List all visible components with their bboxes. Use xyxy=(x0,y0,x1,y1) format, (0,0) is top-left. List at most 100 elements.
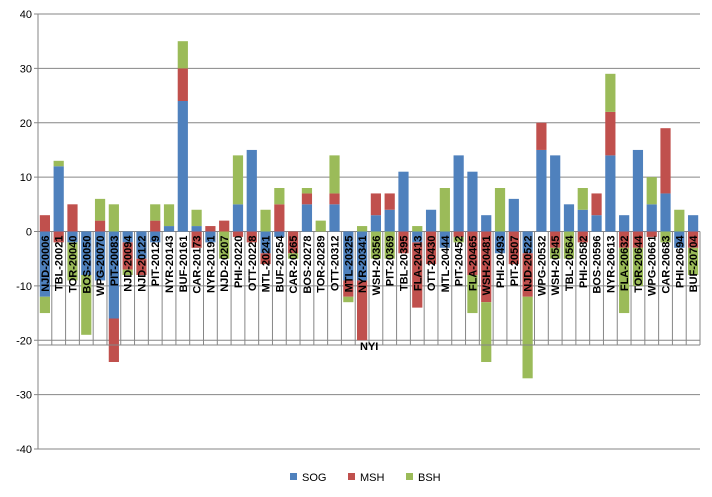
bar-bsh xyxy=(439,188,450,232)
bar-bsh xyxy=(467,275,478,314)
bar-bsh xyxy=(550,247,561,259)
legend-label-msh: MSH xyxy=(360,472,385,484)
bar-msh xyxy=(481,231,492,303)
bar-sog xyxy=(370,215,381,232)
category-label: TOR-20289 xyxy=(316,236,328,293)
bar-msh xyxy=(53,231,64,243)
legend-swatch-msh xyxy=(348,473,355,480)
bar-msh xyxy=(177,68,188,101)
bar-msh xyxy=(605,111,616,156)
category-label: NYR-20143 xyxy=(164,236,176,293)
bar-bsh xyxy=(163,204,175,227)
bar-bsh xyxy=(53,160,64,167)
category-label: FLA-20465 xyxy=(467,236,479,292)
bar-bsh xyxy=(660,231,671,243)
legend-label-sog: SOG xyxy=(302,472,326,484)
bar-msh xyxy=(288,231,299,254)
category-label: TBL-20021 xyxy=(54,236,66,292)
bar-msh xyxy=(94,220,106,232)
category-label: NYR-20613 xyxy=(605,236,617,293)
category-label: PIT-20452 xyxy=(454,236,466,287)
legend: SOG MSH BSH xyxy=(290,472,441,484)
bar-msh xyxy=(577,231,588,243)
y-tick-label: 40 xyxy=(20,9,32,21)
category-label: PIT-20507 xyxy=(509,236,521,287)
category-label: OTT-20312 xyxy=(330,236,342,292)
y-tick-label: 0 xyxy=(26,227,32,239)
bar-sog xyxy=(246,149,257,232)
category-label: PHI-20582 xyxy=(578,236,590,289)
bar-sog xyxy=(357,231,368,281)
category-label: FLA-20413 xyxy=(412,236,424,292)
legend-label-bsh: BSH xyxy=(418,472,441,484)
category-labels: NJD-20006 TBL-20021 TOR-20040 BOS-20050 WPG-… xyxy=(40,235,700,296)
bar-sog xyxy=(439,231,450,248)
bar-msh xyxy=(660,128,671,194)
bar-msh xyxy=(632,231,644,248)
bar-msh xyxy=(301,193,313,205)
category-label: BOS-20278 xyxy=(302,236,314,294)
category-label: WPG-20532 xyxy=(536,236,548,297)
y-tick-label: -40 xyxy=(16,444,32,456)
bar-bsh xyxy=(605,73,616,112)
category-label: BUF-20161 xyxy=(178,236,190,293)
bar-sog xyxy=(260,231,271,254)
bar-bsh xyxy=(329,155,340,194)
bar-sog xyxy=(384,209,395,232)
bar-msh xyxy=(550,231,561,248)
bar-sog xyxy=(94,231,106,281)
bar-bsh xyxy=(522,296,533,379)
bar-sog xyxy=(398,171,409,232)
y-tick-label: 10 xyxy=(20,172,32,184)
bar-sog xyxy=(191,226,202,232)
legend-swatch-sog xyxy=(290,473,297,480)
bar-sog xyxy=(412,231,423,243)
bar-sog xyxy=(674,231,685,248)
category-label-box xyxy=(37,231,701,346)
bar-msh xyxy=(67,204,78,232)
bar-msh xyxy=(260,253,271,265)
bar-sog xyxy=(329,204,340,232)
bar-msh xyxy=(536,122,547,150)
bar-sog xyxy=(688,215,699,232)
category-label: TOR-20644 xyxy=(633,235,645,293)
bar-msh xyxy=(122,242,133,270)
bar-msh xyxy=(591,193,602,216)
bar-bsh xyxy=(315,220,326,232)
category-label: PHI-20694 xyxy=(674,235,686,288)
bar-bsh xyxy=(384,231,395,259)
bar-bsh xyxy=(412,226,423,232)
category-label: NJD-20006 xyxy=(40,236,52,292)
bar-bsh xyxy=(232,155,244,205)
category-label: MTL-20325 xyxy=(343,236,355,293)
bar-bsh xyxy=(619,247,630,314)
bar-msh xyxy=(357,280,368,341)
category-label: WSH-20481 xyxy=(481,236,493,296)
category-label: BUF-20254 xyxy=(274,235,286,293)
category-label: NJD-20522 xyxy=(523,236,535,292)
bar-sog xyxy=(122,231,133,243)
bar-bsh xyxy=(150,204,161,221)
bar-sog xyxy=(522,231,533,254)
category-label: CAR-20683 xyxy=(661,236,673,294)
category-label: CAR-20173 xyxy=(192,236,204,294)
bar-msh xyxy=(508,231,519,265)
bar-bsh xyxy=(94,198,106,221)
bar-msh xyxy=(467,231,478,275)
bar-msh xyxy=(398,231,409,254)
bar-sog xyxy=(163,226,175,232)
category-label: PHI-20220 xyxy=(233,236,245,289)
bar-sog xyxy=(536,149,547,232)
bar-bsh xyxy=(481,302,492,362)
bar-bsh xyxy=(191,209,202,227)
bar-bsh xyxy=(177,41,188,69)
bar-msh xyxy=(274,204,285,232)
bar-bsh xyxy=(563,231,575,259)
category-label: WPG-20661 xyxy=(647,236,659,297)
bar-sog xyxy=(425,209,437,232)
bars xyxy=(39,41,699,379)
bar-sog xyxy=(619,215,630,232)
bar-bsh xyxy=(274,188,285,205)
bar-bsh xyxy=(219,231,230,259)
category-label: BOS-20596 xyxy=(592,236,604,294)
